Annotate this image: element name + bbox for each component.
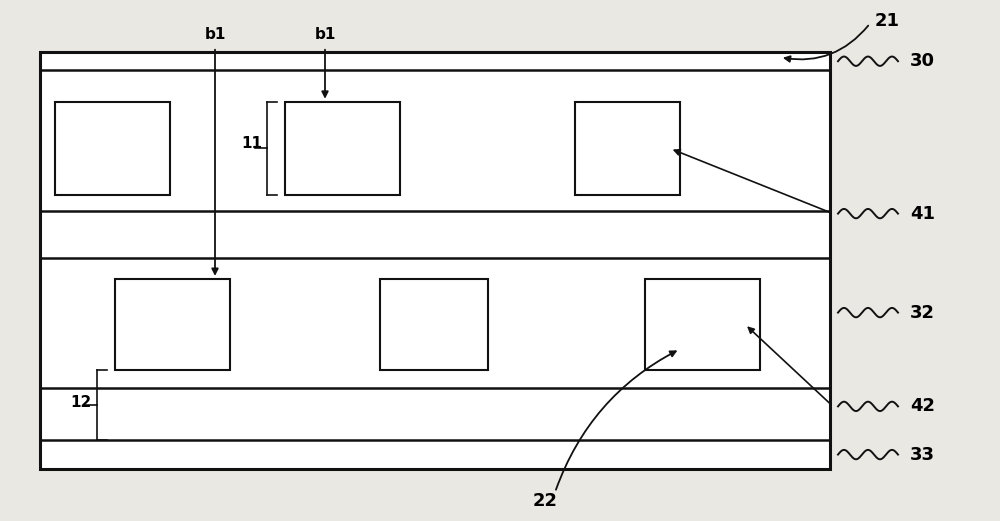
Text: 33: 33 [910,445,935,464]
Text: b1: b1 [204,27,226,42]
Text: 22: 22 [532,491,558,510]
Text: 11: 11 [241,136,262,151]
Bar [380,279,488,370]
Text: 21: 21 [875,12,900,30]
Text: 41: 41 [910,205,935,222]
Text: 42: 42 [910,398,935,415]
Bar [285,102,400,195]
Text: b1: b1 [314,27,336,42]
Bar [645,279,760,370]
Text: 12: 12 [71,395,92,410]
Bar [40,52,830,469]
Bar [575,102,680,195]
Text: 32: 32 [910,304,935,321]
Bar [55,102,170,195]
Text: 30: 30 [910,52,935,70]
Bar [115,279,230,370]
